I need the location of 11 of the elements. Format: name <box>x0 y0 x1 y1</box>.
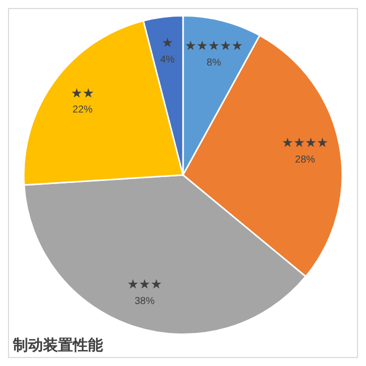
slice-label: ★★★ <box>127 278 162 293</box>
slice-label: ★★★★★ <box>184 39 244 54</box>
data-label: 4% <box>160 54 175 66</box>
text: 制动装置性能 <box>13 336 103 355</box>
slice-label: ★★★★ <box>282 136 328 152</box>
slice-label: ★ <box>162 36 174 52</box>
data-label: 28% <box>295 154 316 166</box>
data-label: 22% <box>72 104 93 116</box>
data-label: 8% <box>206 57 222 68</box>
data-label: 38% <box>134 296 155 307</box>
slice-label: ★★ <box>70 86 94 102</box>
